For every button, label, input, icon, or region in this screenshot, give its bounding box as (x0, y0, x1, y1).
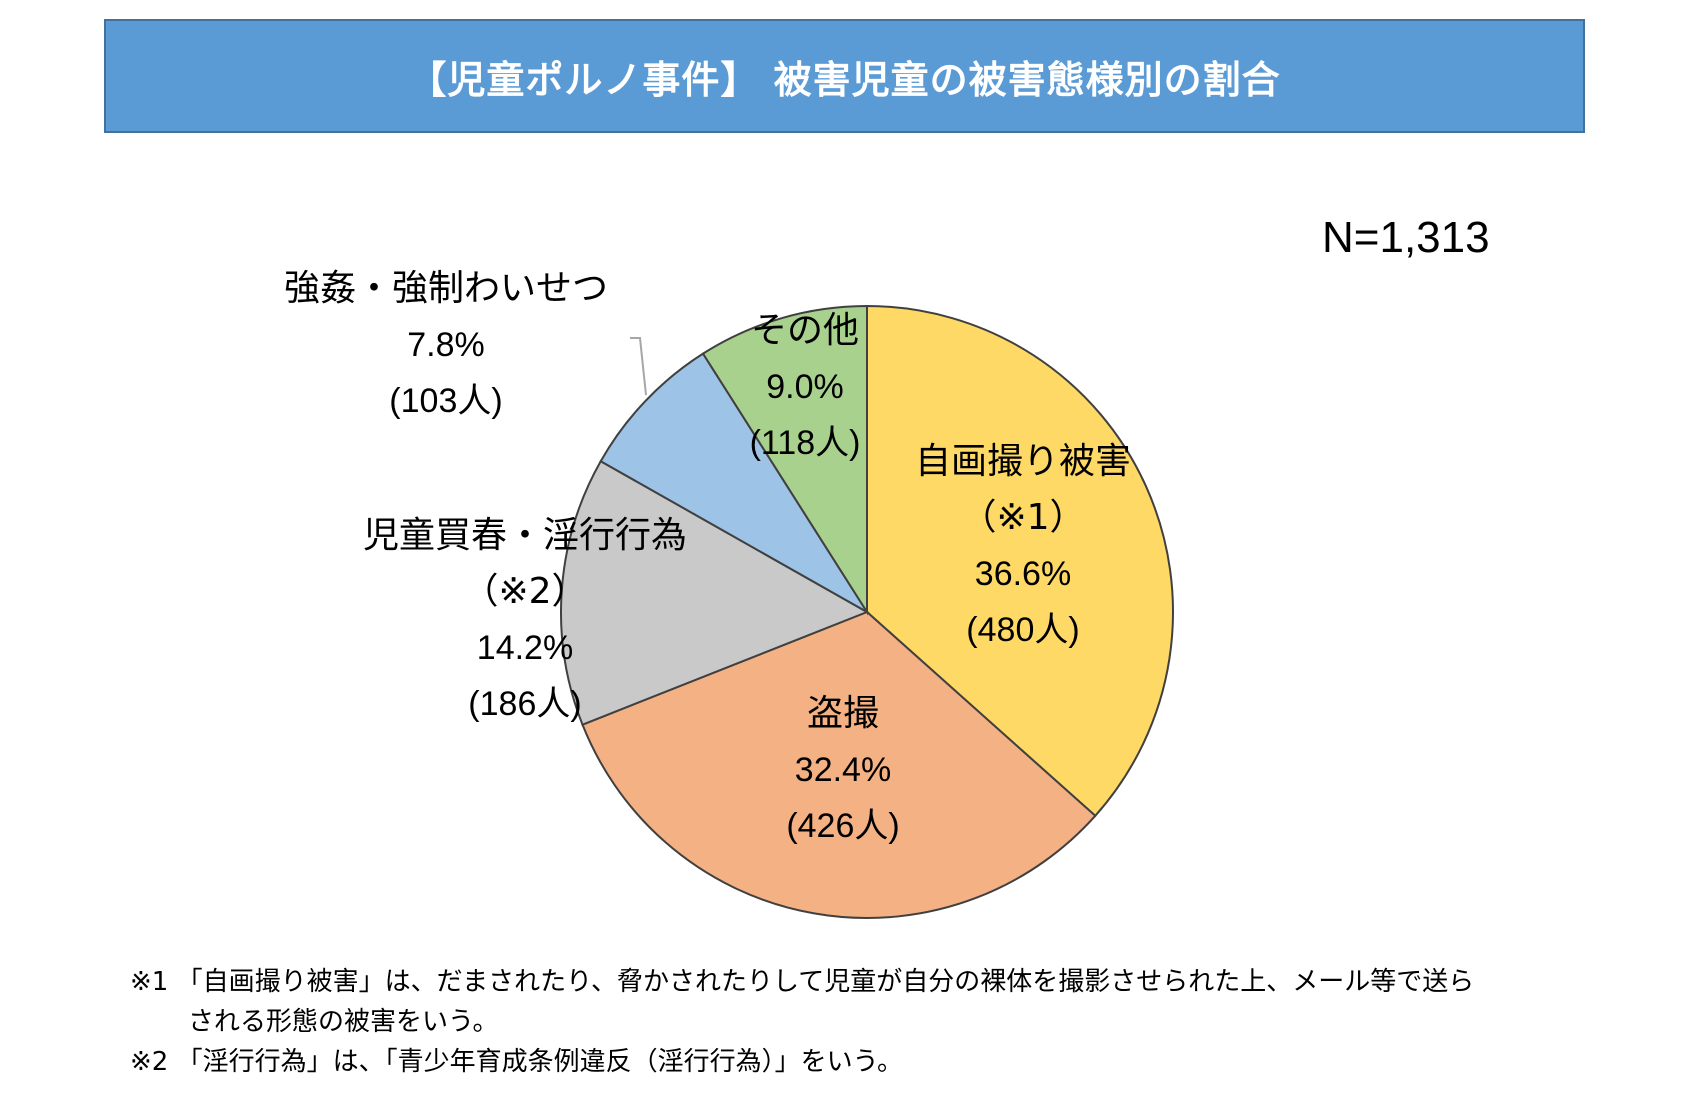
slice-percent: 14.2% (476, 629, 574, 667)
slice-count: (118人) (749, 424, 861, 462)
slice-percent: 32.4% (794, 751, 892, 789)
sample-size-label: N=1,313 (1322, 213, 1490, 262)
slice-name: 強姦・強制わいせつ (283, 268, 609, 309)
label-voyeur: 盗撮 32.4% (426人) (786, 686, 899, 854)
slice-name: 自画撮り被害 (914, 441, 1132, 482)
slice-percent: 7.8% (407, 326, 485, 364)
slice-percent: 9.0% (766, 368, 844, 406)
slice-self-photo (866, 304, 1174, 818)
footnote-1: ※1 「自画撮り被害」は、だまされたり、脅かされたりして児童が自分の裸体を撮影さ… (130, 967, 1475, 997)
slice-voyeur (581, 610, 1097, 919)
label-other: その他 9.0% (118人) (750, 303, 861, 471)
footnote-1-continued: される形態の被害をいう。 (188, 1007, 499, 1037)
slice-count: (480人) (966, 611, 1080, 649)
label-prostitution: 児童買春・淫行行為 （※2） 14.2% (186人) (363, 508, 687, 732)
title-banner: 【児童ポルノ事件】 被害児童の被害態様別の割合 (104, 19, 1585, 133)
leader-line (630, 337, 647, 396)
slice-name: 児童買春・淫行行為 (362, 515, 688, 556)
chart-title: 【児童ポルノ事件】 被害児童の被害態様別の割合 (408, 57, 1281, 102)
slice-note: （※2） (462, 571, 588, 612)
slice-assault (599, 352, 868, 613)
label-self-photo: 自画撮り被害 （※1） 36.6% (480人) (915, 434, 1131, 658)
slice-count: (426人) (786, 807, 900, 845)
slice-other (701, 304, 868, 616)
slice-count: (103人) (389, 382, 503, 420)
slice-count: (186人) (468, 685, 582, 723)
slice-name: 盗撮 (806, 693, 879, 734)
slice-percent: 36.6% (974, 555, 1072, 593)
slice-prostitution (560, 459, 870, 726)
label-assault: 強姦・強制わいせつ 7.8% (103人) (284, 261, 608, 429)
slice-note: （※1） (960, 497, 1086, 538)
footnotes: ※1 「自画撮り被害」は、だまされたり、脅かされたりして児童が自分の裸体を撮影さ… (130, 962, 1474, 1082)
footnote-2: ※2 「淫行行為」は、「青少年育成条例違反（淫行行為）」をいう。 (130, 1047, 904, 1077)
slice-name: その他 (750, 310, 860, 351)
